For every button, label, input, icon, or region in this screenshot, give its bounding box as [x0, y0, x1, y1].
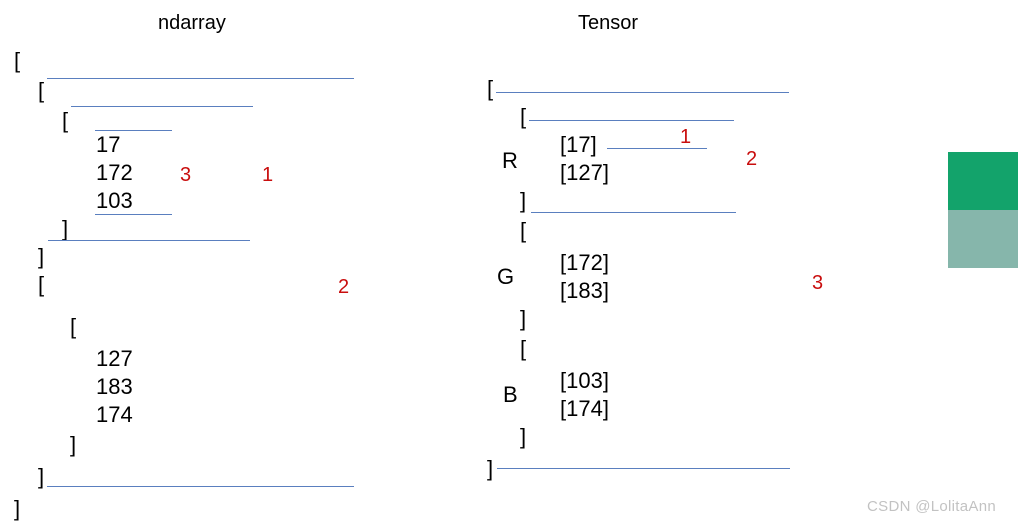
t-label-b: B: [503, 382, 518, 408]
t-dim-1: 1: [680, 126, 691, 149]
nd-p2-b: 174: [96, 402, 133, 428]
nd-open-1a: [: [38, 78, 44, 104]
nd-p1-b: 103: [96, 188, 133, 214]
line-left-4: [48, 240, 250, 241]
t-dim-3: 3: [812, 272, 823, 295]
line-right-4: [497, 468, 790, 469]
diagram-stage: ndarray Tensor [ ] [ [ 17 172 103 ] ] [ …: [0, 0, 1018, 523]
t-g-open: [: [520, 218, 526, 244]
t-label-g: G: [497, 264, 514, 290]
t-b-v2: [174]: [560, 396, 609, 422]
t-g-v2: [183]: [560, 278, 609, 304]
nd-close-2a: ]: [62, 216, 68, 242]
line-right-1: [529, 120, 734, 121]
t-r-v1: [17]: [560, 132, 597, 158]
swatch-top: [948, 152, 1018, 210]
nd-close-1b: ]: [38, 464, 44, 490]
line-left-0: [47, 78, 354, 79]
nd-open-2b: [: [70, 314, 76, 340]
line-left-2: [95, 130, 172, 131]
nd-dim-2: 2: [338, 276, 349, 299]
nd-p2-r: 127: [96, 346, 133, 372]
nd-p1-r: 17: [96, 132, 120, 158]
t-dim-2: 2: [746, 148, 757, 171]
nd-open-2a: [: [62, 108, 68, 134]
nd-close-2b: ]: [70, 432, 76, 458]
t-r-close: ]: [520, 188, 526, 214]
watermark: CSDN @LolitaAnn: [867, 498, 996, 515]
swatch-bottom: [948, 210, 1018, 268]
nd-dim-3: 3: [180, 164, 191, 187]
t-b-close: ]: [520, 424, 526, 450]
line-left-1: [71, 106, 253, 107]
nd-dim-1: 1: [262, 164, 273, 187]
line-left-3: [95, 214, 172, 215]
t-r-v2: [127]: [560, 160, 609, 186]
t-g-close: ]: [520, 306, 526, 332]
title-tensor: Tensor: [578, 12, 638, 35]
t-g-v1: [172]: [560, 250, 609, 276]
nd-p2-g: 183: [96, 374, 133, 400]
nd-close-1a: ]: [38, 244, 44, 270]
line-right-2: [607, 148, 707, 149]
t-b-open: [: [520, 336, 526, 362]
line-right-0: [496, 92, 789, 93]
nd-p1-g: 172: [96, 160, 133, 186]
nd-open-0: [: [14, 48, 20, 74]
t-close-0: ]: [487, 456, 493, 482]
t-b-v1: [103]: [560, 368, 609, 394]
title-ndarray: ndarray: [158, 12, 226, 35]
t-r-open: [: [520, 104, 526, 130]
t-label-r: R: [502, 148, 518, 174]
t-open-0: [: [487, 76, 493, 102]
line-left-5: [47, 486, 354, 487]
nd-close-0: ]: [14, 496, 20, 522]
nd-open-1b: [: [38, 272, 44, 298]
line-right-3: [531, 212, 736, 213]
